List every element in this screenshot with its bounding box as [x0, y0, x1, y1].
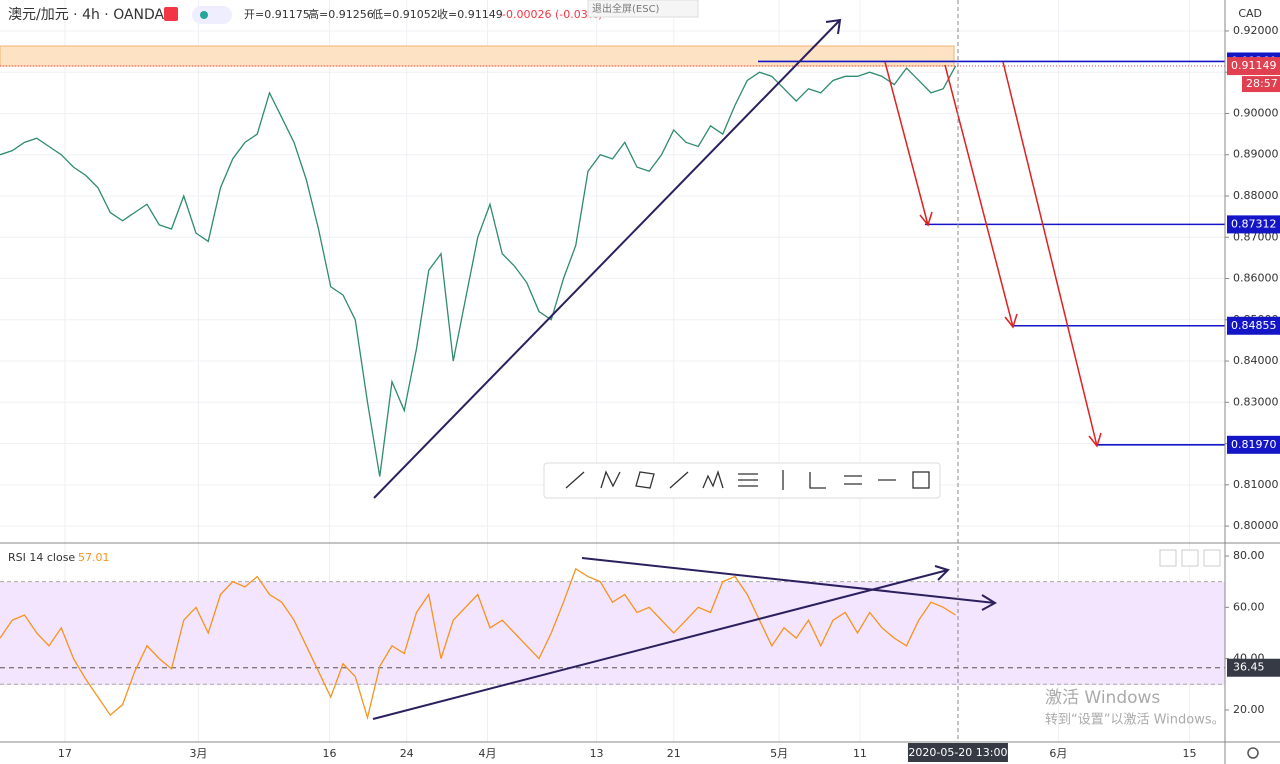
tool-pattern[interactable]: [600, 470, 621, 489]
crosshair-date-box: [907, 743, 1008, 762]
y-tick-label: 0.87000: [1233, 230, 1279, 243]
projection-arrows: [884, 61, 1102, 448]
pane-restore[interactable]: [1203, 549, 1221, 567]
crosshair-label: 36.45: [1233, 661, 1265, 674]
y-tick-label: 0.90000: [1233, 106, 1279, 119]
y-tick-label: 0.86000: [1233, 272, 1279, 285]
rsi-title: RSI 14 close: [8, 551, 75, 564]
y-tick-label: 0.92000: [1233, 24, 1279, 37]
x-tick-label: 4月: [479, 747, 497, 760]
ohlc-close: 收=0.91149: [437, 7, 503, 21]
level-box: [1227, 316, 1280, 335]
ohlc-open: 开=0.91175: [244, 8, 310, 21]
level-label: 0.81970: [1231, 438, 1277, 451]
y-tick-label: 0.89000: [1233, 148, 1279, 161]
crosshair-date: 2020-05-20 13:00: [908, 746, 1007, 759]
y-tick-label: 0.88000: [1233, 189, 1279, 202]
x-tick-label: 11: [853, 747, 867, 760]
level-label: 0.84855: [1231, 319, 1277, 332]
tool-measure[interactable]: [809, 472, 826, 489]
rsi-band: [0, 582, 1225, 685]
series-line: [0, 567, 956, 721]
x-tick-label: 6月: [1049, 747, 1067, 760]
watermark-hint: 转到“设置”以激活 Windows。: [1045, 713, 1225, 728]
last-price-label: 0.91149: [1231, 59, 1277, 72]
series-line: [0, 65, 957, 477]
countdown: 28:57: [1246, 77, 1278, 90]
y-tick-label: 60.00: [1233, 600, 1265, 613]
x-tick-label: 3月: [189, 747, 207, 760]
fullscreen-button[interactable]: [587, 0, 699, 18]
x-tick-label: 15: [1182, 747, 1196, 760]
drawing-toolbar: [543, 462, 941, 499]
ohlc-change: -0.00026 (-0.03%): [502, 8, 602, 21]
settings[interactable]: [1247, 747, 1259, 759]
plot: [0, 60, 1225, 721]
y-tick-label: 0.83000: [1233, 395, 1279, 408]
flag[interactable]: [164, 7, 178, 21]
x-tick-label: 16: [323, 747, 337, 760]
pane-close[interactable]: [1181, 549, 1199, 567]
pane-buttons: [1159, 549, 1221, 567]
y-tick-label: 20.00: [1233, 703, 1265, 716]
tool-trendline[interactable]: [565, 471, 585, 489]
tool-rect[interactable]: [912, 471, 930, 489]
x-tick-label: 13: [590, 747, 604, 760]
tool-ray[interactable]: [669, 471, 689, 489]
level-box: [1227, 215, 1280, 234]
x-tick-label: 5月: [770, 747, 788, 760]
tool-shape[interactable]: [635, 471, 655, 489]
x-tick-label: 21: [667, 747, 681, 760]
x-tick-label: 17: [58, 747, 72, 760]
crosshair-box: [1227, 658, 1280, 677]
fullscreen-label: 退出全屏(ESC): [592, 2, 660, 15]
countdown-box: [1242, 76, 1280, 93]
y-tick-label: 0.84000: [1233, 354, 1279, 367]
tool-fib[interactable]: [738, 473, 758, 487]
ohlc-high: 高=0.91256: [308, 7, 374, 21]
symbol: 澳元/加元 · 4h · OANDA: [8, 7, 165, 23]
status-pill[interactable]: [192, 6, 232, 24]
y-tick-label: 0.81000: [1233, 478, 1279, 491]
level-label: 0.87312: [1231, 217, 1277, 230]
tool-channel[interactable]: [844, 475, 862, 485]
ohlc-low: 低=0.91052: [372, 8, 438, 21]
rsi-value: 57.01: [78, 551, 110, 564]
y-tick-label: 80.00: [1233, 549, 1265, 562]
pane-up[interactable]: [1159, 549, 1177, 567]
tool-elliott[interactable]: [702, 469, 724, 489]
axes: 0.800000.810000.820000.830000.840000.850…: [58, 24, 1280, 762]
watermark-title: 激活 Windows: [1045, 688, 1160, 708]
y-tick-label: 0.80000: [1233, 519, 1279, 532]
x-tick-label: 24: [400, 747, 414, 760]
level-box: [1227, 435, 1280, 454]
last-price-box: [1227, 57, 1280, 76]
trend-lines: [372, 18, 998, 720]
status-dot: [200, 11, 208, 19]
currency: CAD: [1238, 7, 1262, 20]
